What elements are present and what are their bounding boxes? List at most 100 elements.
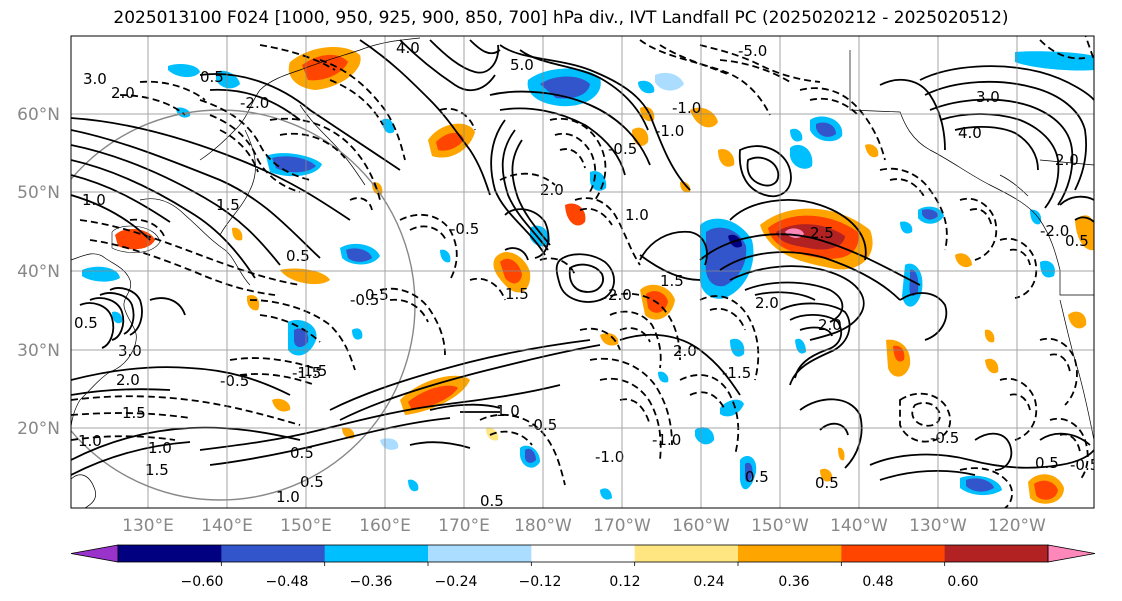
colorbar-segment <box>841 545 946 562</box>
contour-label: -5.0 <box>738 42 767 60</box>
colorbar-segment <box>738 545 842 562</box>
divergence-negative-shading <box>82 51 1094 500</box>
lon-label: 160°W <box>672 516 730 536</box>
ivt-contours-positive <box>71 39 1094 481</box>
coastlines <box>71 37 1094 508</box>
colorbar-extend-low <box>70 544 119 563</box>
contour-label: -2.0 <box>1040 222 1069 240</box>
contour-label: -0.5 <box>220 372 249 390</box>
contour-label: -0.5 <box>350 291 379 309</box>
colorbar-tick-label: 0.48 <box>862 574 893 590</box>
colorbar-ticks: −0.60 −0.48 −0.36 −0.24 −0.12 0.12 0.24 … <box>181 574 979 590</box>
lon-label: 180°W <box>514 516 572 536</box>
contour-label: 1.0 <box>82 191 106 209</box>
lon-label: 170°W <box>593 516 651 536</box>
contour-label: 2.0 <box>111 84 135 102</box>
contour-label: 2.5 <box>810 224 834 242</box>
contour-label: -0.5 <box>608 140 637 158</box>
colorbar-segment <box>944 545 1049 562</box>
lon-label: 130°W <box>909 516 967 536</box>
colorbar-dividers <box>117 544 1049 566</box>
colorbar-tick-label: 0.60 <box>947 574 978 590</box>
colorbar-tick-label: −0.36 <box>350 574 393 590</box>
contour-label: -1.5 <box>292 364 321 382</box>
colorbar-segment <box>428 545 532 562</box>
contour-label: -1.0 <box>652 431 681 449</box>
colorbar-frame <box>117 544 1049 563</box>
contour-label: 1.5 <box>122 404 146 422</box>
contour-label: -0.5 <box>1070 456 1099 474</box>
contour-label: 2.0 <box>540 181 564 199</box>
colorbar-segment <box>531 545 636 562</box>
lon-label: 130°E <box>122 516 174 536</box>
lat-label: 30°N <box>17 341 60 361</box>
lat-label: 20°N <box>17 419 60 439</box>
figure-title: 2025013100 F024 [1000, 950, 925, 900, 85… <box>113 8 1009 28</box>
contour-label: 4.0 <box>958 124 982 142</box>
contour-label: 3.0 <box>976 88 1000 106</box>
lon-label: 140°W <box>830 516 888 536</box>
contour-label: 2.0 <box>1055 151 1079 169</box>
contour-label: -1.5 <box>298 362 327 380</box>
lon-label: 150°W <box>751 516 809 536</box>
contour-label: -0.5 <box>930 429 959 447</box>
lat-label: 40°N <box>17 262 60 282</box>
lon-label: 120°W <box>988 516 1046 536</box>
colorbar-tick-label: −0.60 <box>181 574 224 590</box>
contour-label: 1.0 <box>625 206 649 224</box>
contour-label: 1.0 <box>276 488 300 506</box>
contour-label: 0.5 <box>300 473 324 491</box>
contour-label: -2.0 <box>240 94 269 112</box>
contour-label: 0.5 <box>1065 232 1089 250</box>
colorbar-segment <box>221 545 326 562</box>
contour-label: 1.5 <box>216 196 240 214</box>
contour-label: 2.0 <box>673 342 697 360</box>
contour-label: 0.5 <box>815 474 839 492</box>
contour-label: 0.5 <box>1035 454 1059 472</box>
colorbar-extend-high <box>1047 544 1096 563</box>
contour-label: 3.0 <box>83 70 107 88</box>
lat-label: 50°N <box>17 183 60 203</box>
contour-label: 0.5 <box>480 492 504 510</box>
map-frame <box>70 35 1095 509</box>
lon-label: 170°E <box>438 516 490 536</box>
contour-label: 1.5 <box>505 285 529 303</box>
contour-label: 2.0 <box>818 316 842 334</box>
contour-label: 0.5 <box>286 247 310 265</box>
colorbar-segment <box>118 545 222 562</box>
lon-label: 140°E <box>201 516 253 536</box>
contour-label: 2.0 <box>755 294 779 312</box>
contour-label: 1.0 <box>496 402 520 420</box>
contour-label: -1.0 <box>595 448 624 466</box>
contour-labels: 3.0 4.0 2.0 0.5 5.0 -5.0 -2.0 1.0 -1.0 2… <box>74 39 1099 510</box>
contour-label: 2.0 <box>608 286 632 304</box>
contour-label: 1.5 <box>145 461 169 479</box>
colorbar: −0.60 −0.48 −0.36 −0.24 −0.12 0.12 0.24 … <box>70 544 1096 590</box>
contour-label: 2.0 <box>116 371 140 389</box>
colorbar-tick-label: −0.12 <box>519 574 562 590</box>
colorbar-segments <box>70 544 1096 563</box>
longitude-labels: 130°E 140°E 150°E 160°E 170°E 180°W 170°… <box>122 516 1046 536</box>
lon-label: 150°E <box>280 516 332 536</box>
contour-label: 0.5 <box>745 468 769 486</box>
contour-label: 3.0 <box>118 342 142 360</box>
colorbar-segment <box>324 545 429 562</box>
gridlines <box>71 36 1094 508</box>
contour-label: 0.5 <box>365 286 389 304</box>
colorbar-segment <box>634 545 739 562</box>
contour-label: 1.0 <box>148 439 172 457</box>
colorbar-tick-label: −0.48 <box>266 574 309 590</box>
map-area: 3.0 4.0 2.0 0.5 5.0 -5.0 -2.0 1.0 -1.0 2… <box>71 36 1099 510</box>
latitude-labels: 60°N 50°N 40°N 30°N 20°N <box>17 105 60 439</box>
lon-label: 160°E <box>359 516 411 536</box>
contour-label: 0.5 <box>74 314 98 332</box>
contour-label: 1.0 <box>78 432 102 450</box>
colorbar-tick-label: 0.24 <box>693 574 724 590</box>
contour-label: -0.5 <box>450 220 479 238</box>
contour-label: 0.5 <box>200 68 224 86</box>
contour-label: 4.0 <box>396 39 420 57</box>
contour-label: 1.5 <box>660 272 684 290</box>
contour-label: 0.5 <box>290 444 314 462</box>
contour-label: 5.0 <box>510 56 534 74</box>
